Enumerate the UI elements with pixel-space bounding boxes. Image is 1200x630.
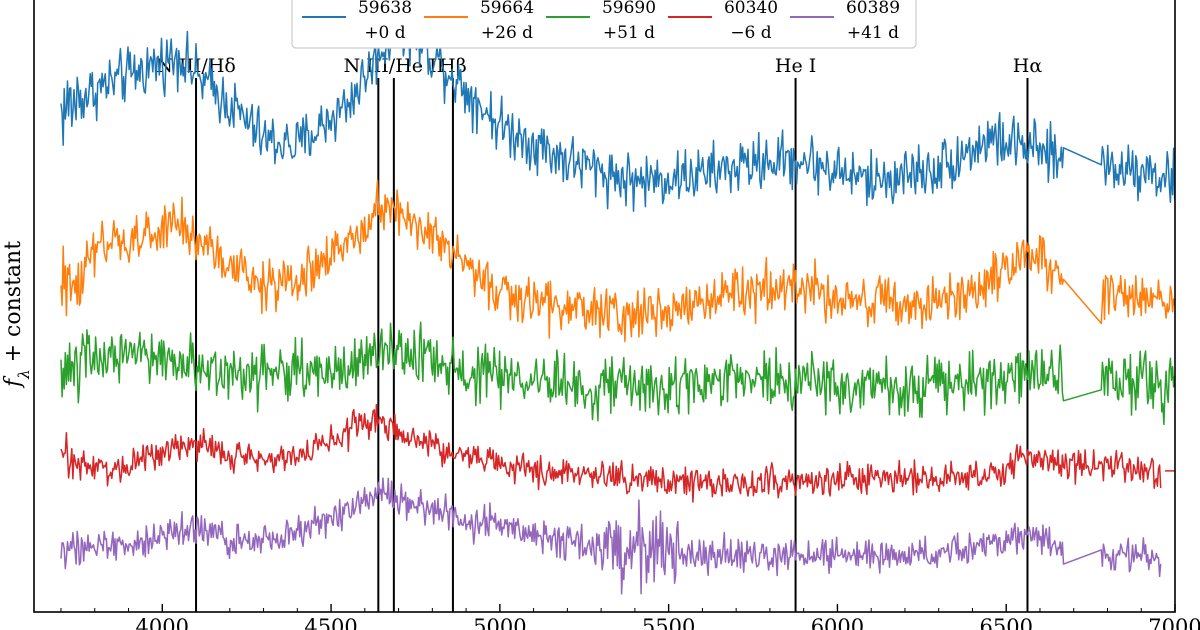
legend-label-mjd: 59664 (480, 0, 534, 18)
y-axis-label-subscript: λ (15, 369, 33, 380)
x-tick-label: 4000 (136, 615, 189, 630)
legend-box (291, 0, 917, 49)
series-line (60, 321, 1176, 426)
series-line (60, 403, 1175, 503)
legend-label-mjd: 60340 (724, 0, 778, 18)
legend-label-phase: +41 d (847, 23, 899, 43)
x-tick-label: 6500 (979, 615, 1032, 630)
legend-label-mjd: 59638 (358, 0, 412, 18)
legend-label-phase: +51 d (603, 23, 655, 43)
series-line (60, 477, 1162, 595)
x-tick-label: 5000 (473, 615, 526, 630)
plot-frame (33, 0, 1176, 613)
axes (33, 0, 1176, 613)
spectral-line-label: He I (775, 55, 816, 77)
series-line (60, 0, 1176, 212)
x-tick-label: 7000 (1148, 615, 1200, 630)
y-axis-label-rest: + constant (1, 241, 26, 370)
spectra-series (60, 0, 1176, 595)
legend-label-mjd: 60389 (846, 0, 900, 18)
legend-label-phase: +26 d (481, 23, 533, 43)
legend: 59638 +0 d 59664 +26 d 59690 +51 d 60340 −6 d 60… (291, 0, 917, 49)
x-axis-ticks: 4000 4500 5000 5500 6000 6500 7000 (60, 604, 1200, 630)
spectral-line-label: N III/Hδ (156, 55, 236, 77)
y-axis-label: fλ + constant (1, 241, 33, 389)
legend-label-mjd: 59690 (602, 0, 656, 18)
x-tick-label: 6000 (811, 615, 864, 630)
series-line (60, 179, 1176, 343)
x-tick-label: 4500 (304, 615, 357, 630)
x-tick-label: 5500 (642, 615, 695, 630)
spectral-line-label: Hα (1013, 55, 1043, 77)
legend-label-phase: −6 d (730, 23, 771, 43)
legend-label-phase: +0 d (364, 23, 405, 43)
